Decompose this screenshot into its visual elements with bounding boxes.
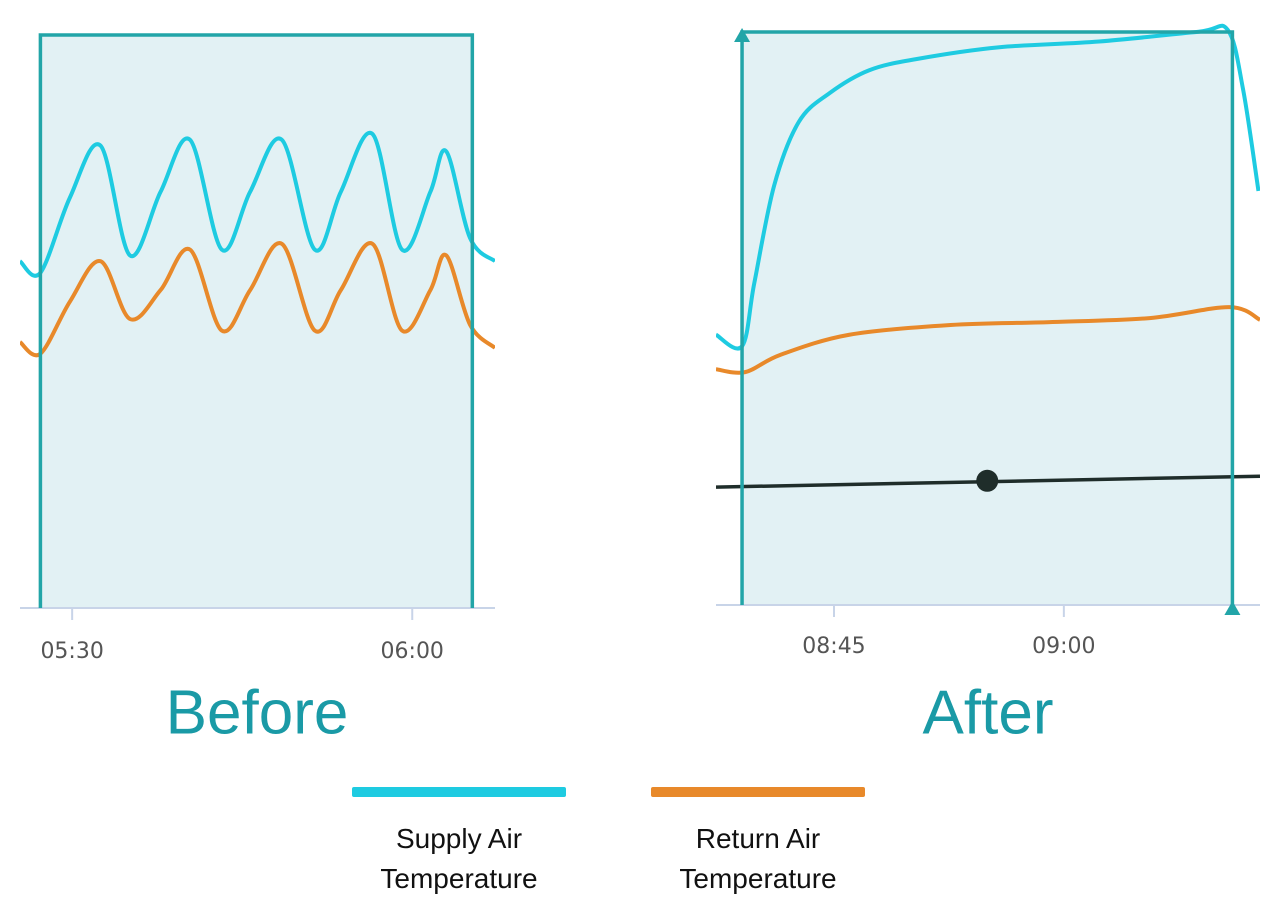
x-tick-label: 08:45 bbox=[802, 634, 865, 659]
selection-border bbox=[38, 33, 475, 608]
x-tick-label: 09:00 bbox=[1032, 634, 1095, 659]
plot bbox=[20, 130, 495, 358]
series-line bbox=[716, 23, 1260, 351]
chart-title: After bbox=[923, 678, 1054, 747]
x-tick-label: 06:00 bbox=[381, 639, 444, 664]
chart-title: Before bbox=[166, 678, 349, 747]
legend-swatch bbox=[651, 787, 865, 797]
legend-swatch bbox=[352, 787, 566, 797]
x-tick-label: 05:30 bbox=[40, 639, 103, 664]
legend-label: Supply Air Temperature bbox=[380, 823, 538, 894]
point bbox=[976, 469, 999, 492]
selection-area bbox=[40, 35, 473, 608]
legend-label: Return Air Temperature bbox=[679, 823, 837, 894]
legend-item: Supply Air Temperature bbox=[352, 787, 566, 899]
selection-border bbox=[740, 30, 1235, 605]
handle bbox=[1224, 601, 1241, 615]
series-line bbox=[20, 241, 495, 358]
series-line bbox=[20, 130, 495, 278]
legend-item: Return Air Temperature bbox=[651, 787, 865, 899]
handle bbox=[734, 28, 751, 42]
plot bbox=[716, 23, 1260, 492]
series-line bbox=[716, 305, 1260, 375]
